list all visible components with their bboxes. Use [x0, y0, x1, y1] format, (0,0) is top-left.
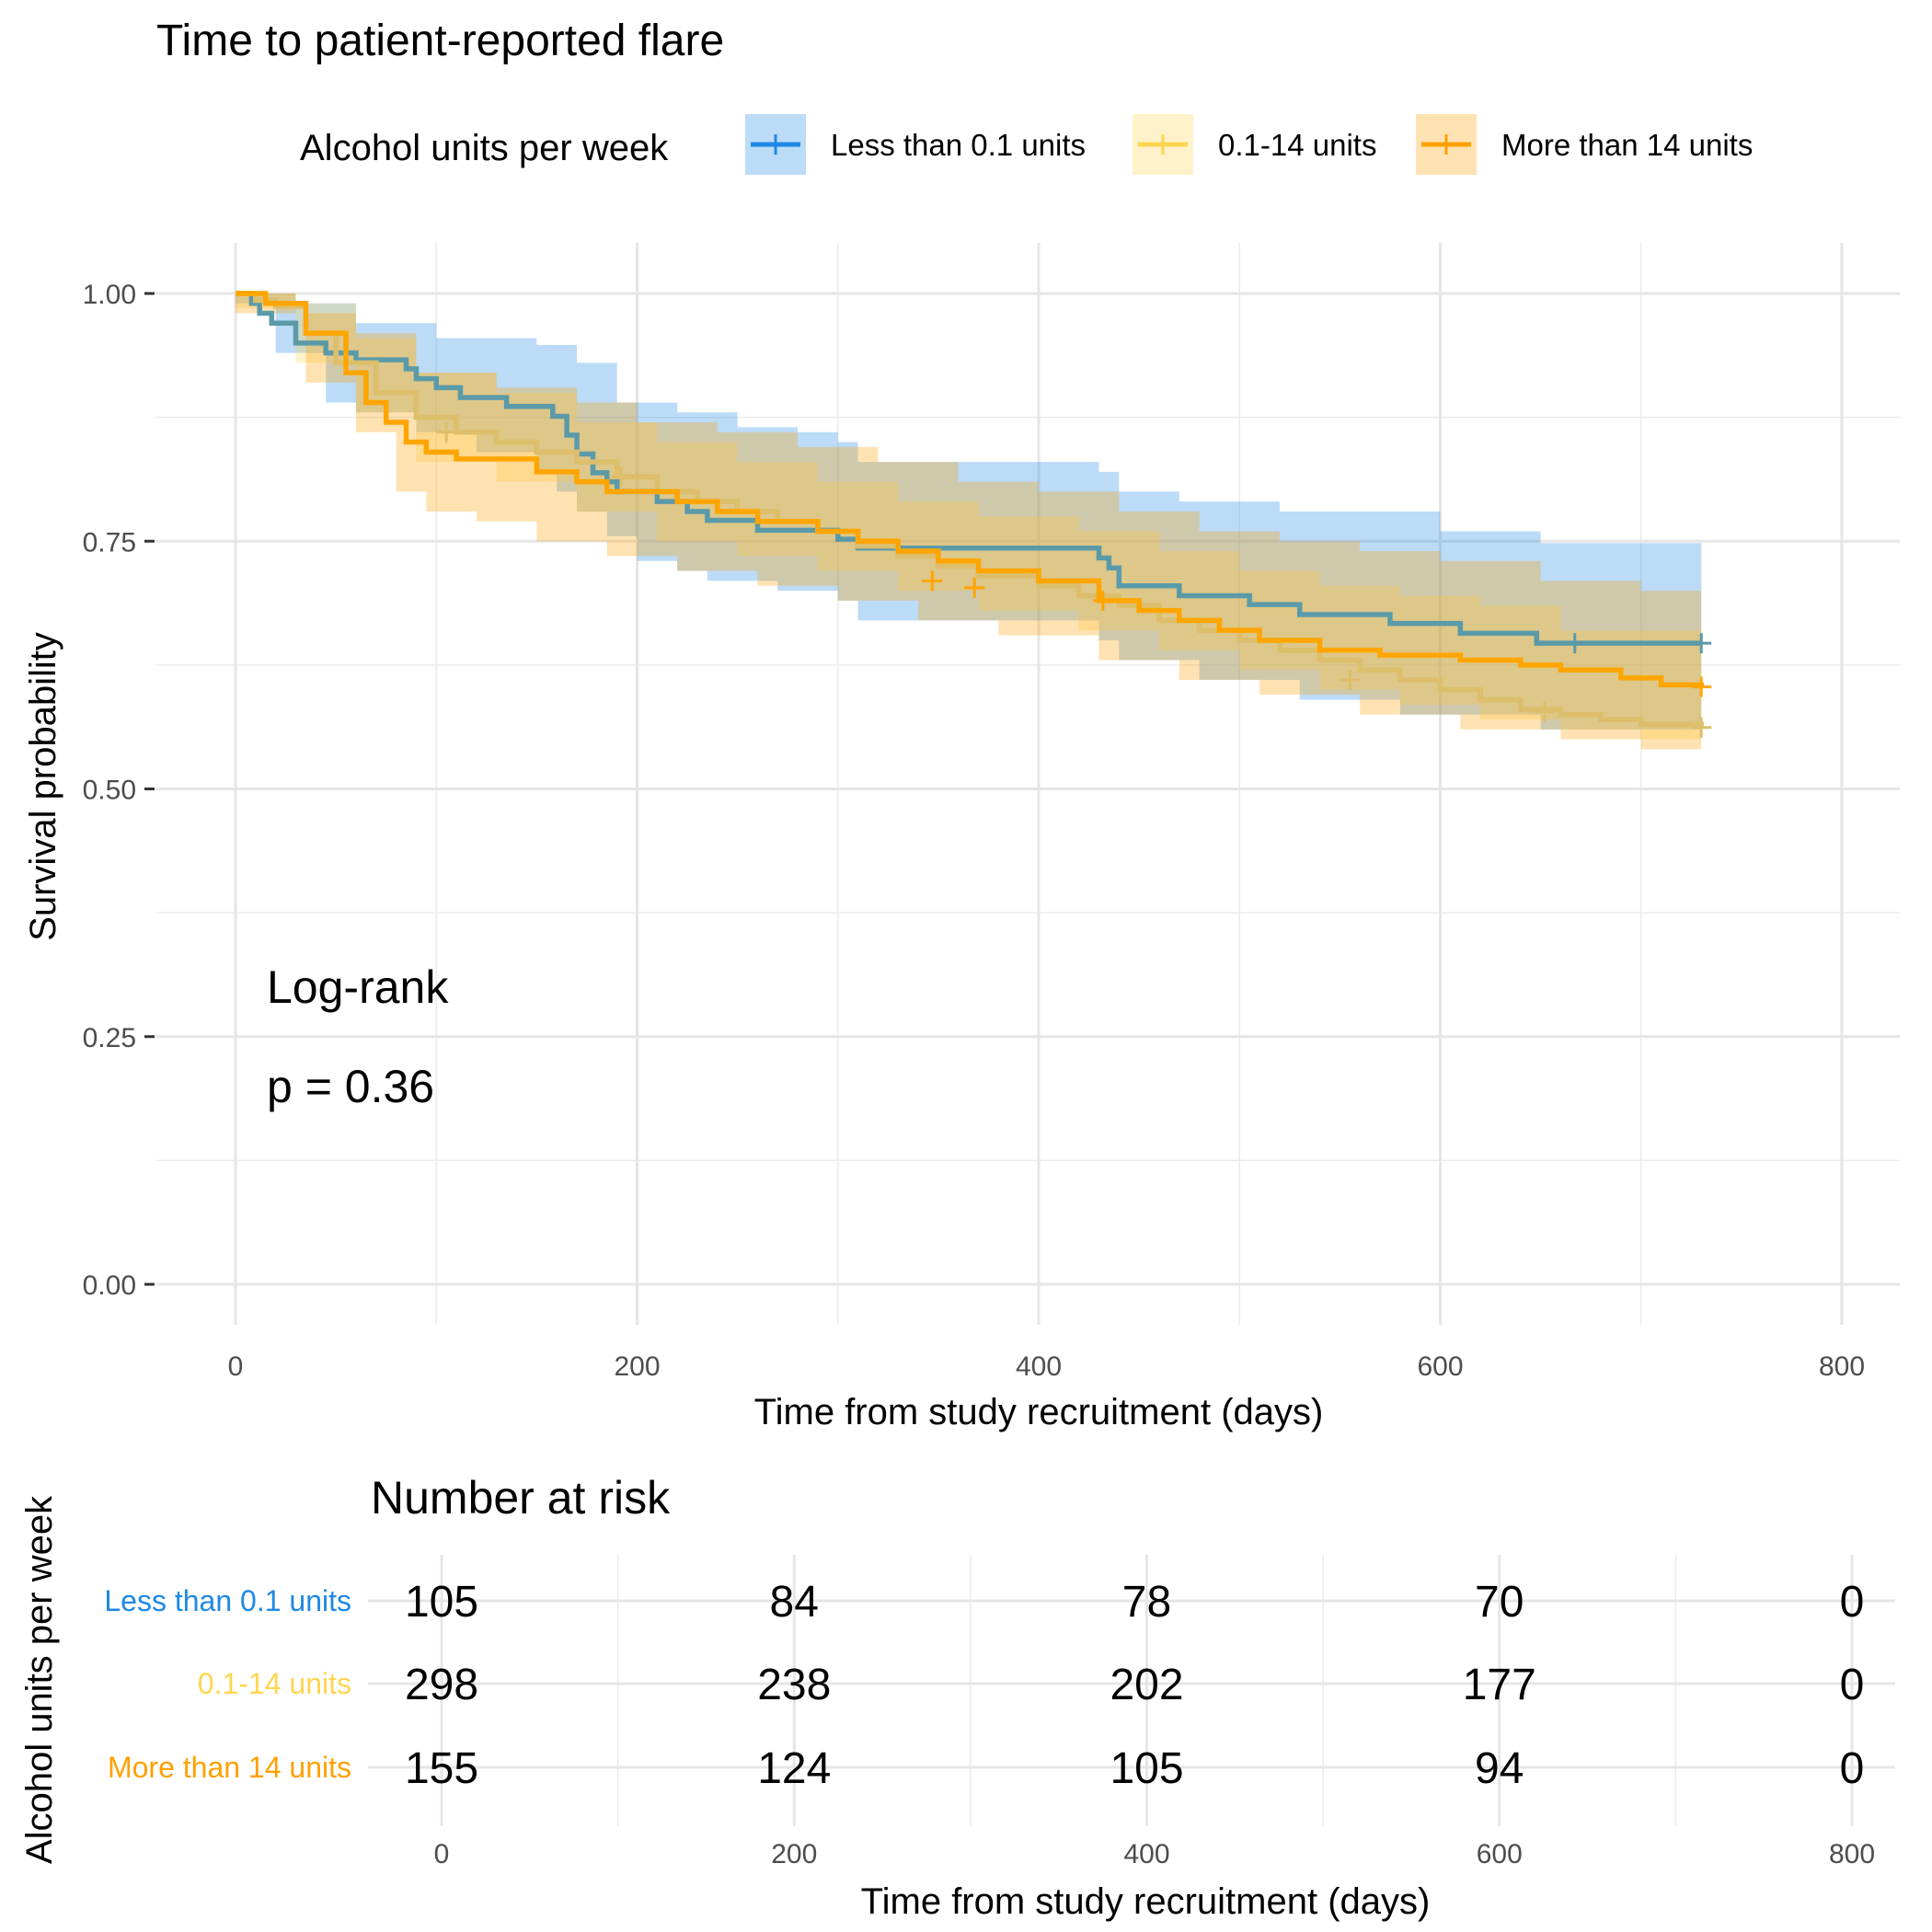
censor-mark-0-1-14-units [611, 466, 632, 488]
y-tick-label: 1.00 [83, 280, 136, 310]
risk-table-x-axis-label: Time from study recruitment (days) [861, 1881, 1431, 1922]
logrank-pvalue: p = 0.36 [267, 1061, 434, 1112]
risk-value: 124 [757, 1744, 831, 1793]
risk-value: 202 [1110, 1661, 1183, 1709]
risk-x-tick-label: 800 [1829, 1839, 1875, 1869]
y-tick-label: 0.25 [83, 1023, 136, 1053]
legend: Alcohol units per week Less than 0.1 uni… [300, 114, 1753, 175]
risk-value: 94 [1475, 1744, 1524, 1793]
risk-table-y-axis-label: Alcohol units per week [19, 1495, 60, 1864]
legend-label-more-than-14-units: More than 14 units [1501, 128, 1753, 162]
risk-table: Number at risk Less than 0.1 units 0.1-14… [19, 1472, 1895, 1922]
risk-value: 0 [1840, 1661, 1865, 1709]
censor-mark-0-1-14-units [1340, 670, 1361, 691]
y-tick-label: 0.75 [83, 527, 136, 558]
risk-x-tick-label: 600 [1477, 1839, 1523, 1869]
y-tick-label: 0.00 [83, 1271, 136, 1301]
risk-table-gridlines [368, 1555, 1895, 1826]
x-tick-label: 800 [1819, 1351, 1865, 1382]
risk-table-title: Number at risk [371, 1472, 671, 1524]
legend-label-less-than-0-1-units: Less than 0.1 units [831, 128, 1086, 162]
censor-mark-more-than-14-units [964, 577, 985, 598]
risk-value: 78 [1122, 1578, 1171, 1627]
chart-title: Time to patient-reported flare [156, 17, 724, 65]
y-axis-label: Survival probability [23, 632, 63, 941]
risk-value: 105 [1110, 1744, 1183, 1793]
risk-x-tick-label: 200 [771, 1839, 817, 1869]
risk-value: 177 [1463, 1661, 1536, 1709]
risk-row-label-less-than-0-1-units: Less than 0.1 units [104, 1584, 351, 1617]
risk-value: 155 [405, 1744, 478, 1793]
censor-mark-more-than-14-units [1691, 676, 1712, 697]
x-tick-label: 400 [1016, 1351, 1062, 1382]
legend-title: Alcohol units per week [300, 128, 669, 168]
censor-mark-more-than-14-units [922, 570, 943, 592]
risk-x-tick-label: 400 [1123, 1839, 1169, 1869]
confidence-bands [236, 293, 1702, 785]
censor-mark-less-than-0-1-units [1564, 633, 1585, 654]
x-tick-label: 200 [614, 1351, 660, 1382]
legend-item-more-than-14-units: More than 14 units [1416, 114, 1753, 175]
risk-value: 238 [757, 1661, 831, 1709]
main-gridlines [156, 243, 1900, 1325]
logrank-label: Log-rank [267, 961, 449, 1013]
censor-mark-0-1-14-units [1691, 717, 1712, 738]
legend-label-0-1-14-units: 0.1-14 units [1218, 128, 1376, 162]
x-axis-label: Time from study recruitment (days) [754, 1392, 1324, 1432]
ci-band-less-than-0-1-units [236, 293, 1702, 730]
risk-table-row-labels: Less than 0.1 units 0.1-14 units More than… [104, 1584, 351, 1784]
risk-row-label-more-than-14-units: More than 14 units [108, 1751, 351, 1784]
censor-mark-more-than-14-units [1092, 590, 1113, 611]
survival-plot-panel: 0.00 0.25 0.50 0.75 1.00 0 200 400 600 800 Log-r… [83, 243, 1900, 1382]
survival-curve-more-than-14-units [236, 291, 1704, 688]
censor-mark-0-1-14-units [1534, 701, 1555, 722]
risk-value: 298 [405, 1661, 478, 1709]
risk-table-x-ticks: 0 200 400 600 800 [434, 1839, 1875, 1869]
risk-value: 0 [1840, 1744, 1865, 1793]
y-tick-label: 0.50 [83, 776, 136, 806]
x-tick-label: 0 [228, 1351, 244, 1382]
risk-value: 105 [405, 1578, 478, 1627]
censor-mark-less-than-0-1-units [1691, 633, 1712, 654]
risk-x-tick-label: 0 [434, 1839, 450, 1869]
legend-item-0-1-14-units: 0.1-14 units [1133, 114, 1376, 175]
ci-band-0-1-14-units [236, 293, 1702, 754]
survival-curve-less-than-0-1-units [236, 291, 1702, 646]
risk-value: 84 [770, 1578, 819, 1627]
legend-items: Less than 0.1 units 0.1-14 units More than… [745, 114, 1753, 175]
y-axis-ticks: 0.00 0.25 0.50 0.75 1.00 [83, 280, 155, 1301]
survival-curves [236, 291, 1704, 728]
censor-marks [436, 421, 1712, 738]
risk-row-label-0-1-14-units: 0.1-14 units [198, 1667, 351, 1700]
risk-table-values: 105 84 78 70 0 298 238 202 177 0 155 124 105 94 0 [405, 1578, 1864, 1793]
x-tick-label: 600 [1417, 1351, 1463, 1382]
censor-mark-0-1-14-units [436, 421, 457, 443]
x-axis-ticks: 0 200 400 600 800 [228, 1351, 1865, 1382]
risk-value: 70 [1475, 1578, 1524, 1627]
legend-item-less-than-0-1-units: Less than 0.1 units [745, 114, 1086, 175]
risk-value: 0 [1840, 1578, 1865, 1627]
